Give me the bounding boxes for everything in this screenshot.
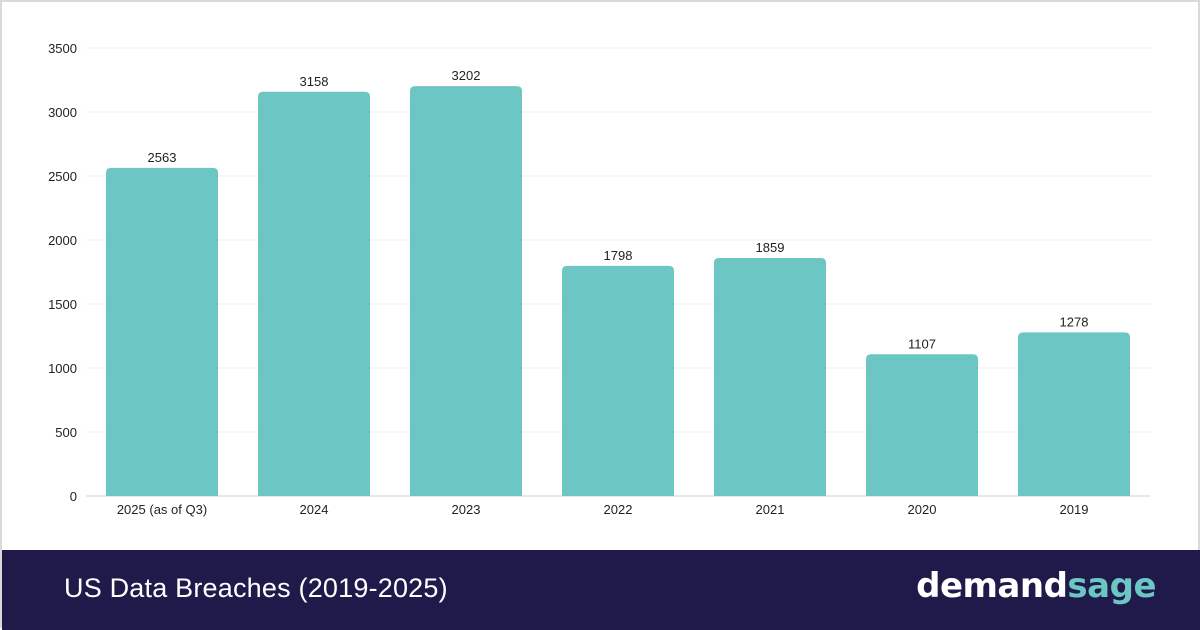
x-tick-label: 2022 [604, 502, 633, 517]
bars [106, 86, 1130, 497]
y-tick-label: 1500 [48, 297, 77, 312]
data-labels: 2563 3158 3202 1798 1859 1107 1278 [148, 68, 1089, 351]
y-tick-label: 0 [70, 489, 77, 504]
y-tick-label: 3500 [48, 41, 77, 56]
y-tick-label: 2000 [48, 233, 77, 248]
x-tick-label: 2019 [1060, 502, 1089, 517]
x-tick-label: 2025 (as of Q3) [117, 502, 207, 517]
x-tick-label: 2021 [756, 502, 785, 517]
brand-logo-part-demand: demand [916, 566, 1068, 606]
bar [410, 86, 522, 497]
bar-value-label: 1859 [756, 240, 785, 255]
footer-banner: US Data Breaches (2019-2025) demandsage [2, 550, 1200, 630]
chart-title: US Data Breaches (2019-2025) [64, 573, 448, 603]
bar [106, 167, 218, 496]
y-axis-ticks: 0 500 1000 1500 2000 2500 3000 3500 [48, 41, 77, 504]
x-tick-label: 2023 [452, 502, 481, 517]
bar-value-label: 3158 [300, 74, 329, 89]
y-tick-label: 500 [55, 425, 77, 440]
bar-value-label: 1798 [604, 248, 633, 263]
bar [258, 91, 370, 496]
brand-logo-part-sage: sage [1067, 566, 1156, 606]
bar-chart: 0 500 1000 1500 2000 2500 3000 3500 2563 3158 320… [48, 41, 1150, 517]
bar-value-label: 2563 [148, 150, 177, 165]
bar-value-label: 1107 [908, 336, 936, 351]
y-tick-label: 1000 [48, 361, 77, 376]
bar [562, 265, 674, 496]
bar [866, 354, 978, 496]
y-tick-label: 2500 [48, 169, 77, 184]
brand-logo: demandsage [916, 566, 1156, 606]
x-tick-label: 2020 [908, 502, 937, 517]
bar-value-label: 3202 [452, 68, 481, 83]
x-tick-label: 2024 [300, 502, 329, 517]
bar [1018, 332, 1130, 496]
y-tick-label: 3000 [48, 105, 77, 120]
x-axis-ticks: 2025 (as of Q3) 2024 2023 2022 2021 2020 2019 [117, 502, 1089, 517]
bar-value-label: 1278 [1060, 314, 1089, 329]
bar [714, 258, 826, 496]
